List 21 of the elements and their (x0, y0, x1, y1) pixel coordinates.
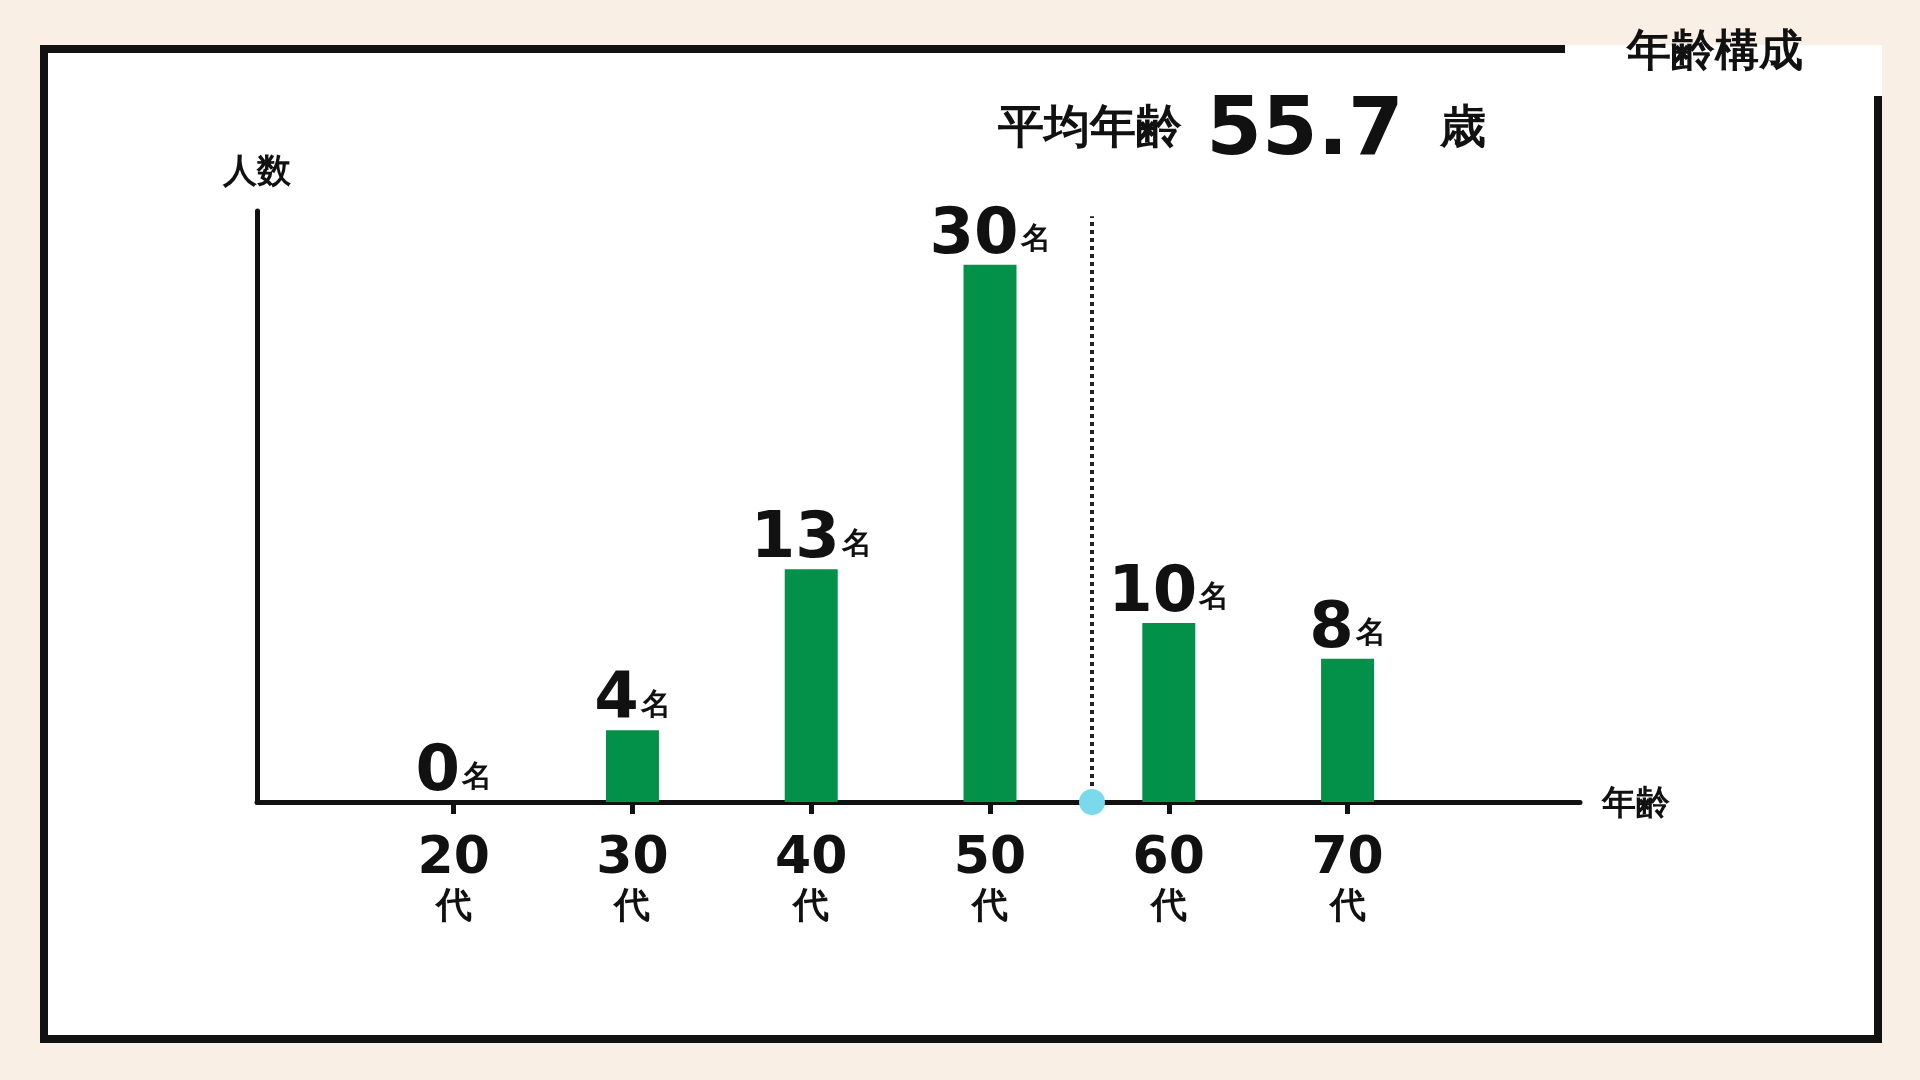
y-axis-title: 人数 (222, 150, 292, 190)
data-label: 8名 (1309, 587, 1386, 662)
x-axis-title: 年齢 (1601, 782, 1670, 822)
x-tick-label: 40 代 (775, 825, 848, 925)
text: 年齢構成 (1625, 22, 1804, 77)
bar (1142, 622, 1196, 802)
ref-line-label: 平均年齢 55.7 歳 (998, 79, 1486, 173)
data-label: 13名 (750, 498, 872, 573)
bar (784, 569, 838, 802)
data-label: 0名 (415, 731, 492, 805)
data-label: 4名 (594, 659, 671, 734)
bar (605, 730, 659, 802)
x-tick-label: 70 代 (1311, 825, 1384, 925)
bar (1321, 658, 1375, 802)
data-label: 30名 (929, 193, 1051, 268)
x-tick-label: 50 代 (953, 825, 1027, 925)
data-label: 10名 (1108, 551, 1230, 626)
x-tick-label: 30 代 (596, 825, 669, 925)
bar (963, 264, 1017, 802)
x-tick-label: 20 代 (417, 825, 490, 925)
x-tick-label: 60 代 (1132, 825, 1205, 925)
